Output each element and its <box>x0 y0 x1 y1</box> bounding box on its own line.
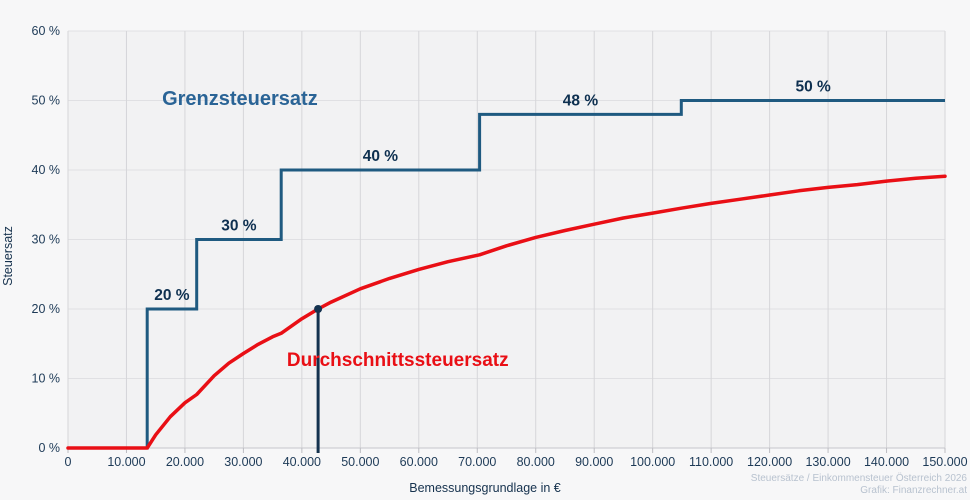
x-tick-label: 50.000 <box>341 455 379 469</box>
y-tick-label: 0 % <box>38 441 60 455</box>
step-rate-label: 20 % <box>154 287 190 304</box>
x-tick-label: 100.000 <box>630 455 675 469</box>
series-annotation: Grenzsteuersatz <box>162 88 318 110</box>
x-tick-label: 80.000 <box>517 455 555 469</box>
x-tick-label: 40.000 <box>283 455 321 469</box>
attribution-source-line: Steuersätze / Einkommensteuer Österreich… <box>750 473 967 484</box>
x-tick-label: 120.000 <box>747 455 792 469</box>
y-tick-label: 10 % <box>32 372 61 386</box>
step-rate-label: 30 % <box>221 218 257 235</box>
durchschnittssteuersatz-line <box>66 174 947 450</box>
x-tick-label: 130.000 <box>805 455 850 469</box>
y-axis-title: Steuersatz <box>1 226 15 286</box>
marker-dot <box>314 305 323 313</box>
x-tick-label: 10.000 <box>107 455 145 469</box>
attribution-credit-line: Grafik: Finanzrechner.at <box>860 484 967 496</box>
x-tick-label: 20.000 <box>166 455 204 469</box>
attribution: Steuersätze / Einkommensteuer Österreich… <box>751 473 967 496</box>
x-tick-label: 150.000 <box>922 455 967 469</box>
x-tick-label: 110.000 <box>689 455 733 469</box>
y-tick-label: 60 % <box>32 24 61 38</box>
series-annotation: Durchschnittssteuersatz <box>287 350 509 371</box>
y-tick-label: 50 % <box>32 94 61 108</box>
y-tick-label: 30 % <box>32 233 61 247</box>
x-tick-label: 90.000 <box>575 455 613 469</box>
step-rate-label: 50 % <box>795 79 831 96</box>
x-axis-title: Bemessungsgrundlage in € <box>409 481 561 495</box>
x-tick-label: 140.000 <box>864 455 909 469</box>
step-rate-label: 48 % <box>563 92 599 109</box>
x-tick-label: 0 <box>65 455 72 469</box>
y-tick-label: 40 % <box>32 163 61 177</box>
grenzsteuersatz-line <box>68 99 945 450</box>
y-tick-label: 20 % <box>32 302 61 316</box>
x-tick-label: 30.000 <box>224 455 262 469</box>
x-tick-label: 60.000 <box>400 455 438 469</box>
x-tick-label: 70.000 <box>458 455 496 469</box>
step-rate-label: 40 % <box>363 148 399 165</box>
